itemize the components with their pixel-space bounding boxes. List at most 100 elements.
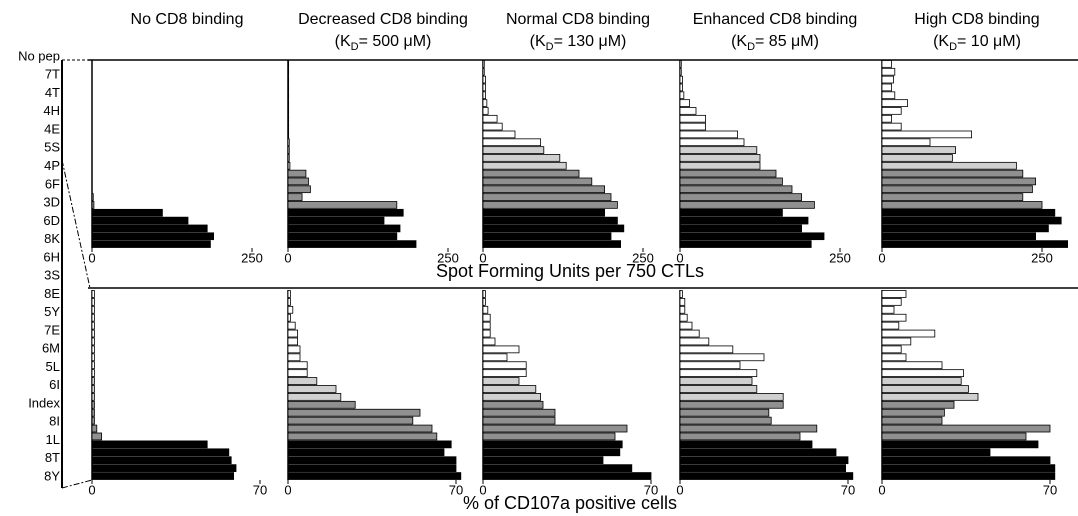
bar bbox=[482, 385, 537, 393]
bar bbox=[287, 99, 290, 107]
bar bbox=[91, 400, 95, 409]
bar bbox=[482, 83, 486, 92]
zoom-line bbox=[61, 479, 93, 489]
bar bbox=[91, 393, 95, 401]
column-title: Normal CD8 binding bbox=[506, 11, 650, 28]
bar bbox=[679, 393, 784, 401]
bar bbox=[881, 345, 902, 354]
bar bbox=[679, 240, 812, 248]
bar bbox=[91, 321, 95, 330]
subtitle-text: (K bbox=[933, 33, 949, 50]
row-label: 5Y bbox=[44, 304, 60, 319]
bar bbox=[287, 290, 291, 298]
x-tick-label: 0 bbox=[284, 250, 291, 265]
bar bbox=[881, 201, 1043, 209]
bar bbox=[679, 369, 758, 377]
bar bbox=[287, 154, 290, 162]
bar bbox=[679, 408, 770, 417]
row-label: 6F bbox=[45, 176, 60, 191]
bar bbox=[679, 416, 772, 425]
row-label: 3D bbox=[43, 195, 60, 210]
subtitle-text: (K bbox=[530, 33, 546, 50]
bar bbox=[482, 448, 621, 457]
bar bbox=[482, 432, 616, 441]
bar bbox=[679, 216, 809, 225]
zoom-line bbox=[61, 159, 91, 289]
bar bbox=[881, 321, 900, 330]
column-subtitle: (KD= 85 μM) bbox=[731, 33, 819, 53]
row-label: 6I bbox=[49, 377, 60, 392]
x-tick-label: 250 bbox=[241, 250, 263, 265]
bar bbox=[679, 224, 802, 233]
x-tick-label: 70 bbox=[253, 482, 267, 497]
bar bbox=[679, 185, 793, 194]
bar bbox=[881, 353, 907, 362]
bar bbox=[881, 472, 1056, 480]
bar bbox=[287, 456, 457, 465]
column-title: Enhanced CD8 binding bbox=[693, 11, 858, 28]
bar bbox=[881, 67, 896, 76]
bar bbox=[482, 216, 618, 225]
bar bbox=[679, 321, 693, 330]
row-label: 7E bbox=[44, 322, 60, 337]
bar bbox=[482, 353, 508, 362]
bar bbox=[679, 75, 683, 84]
bar bbox=[881, 154, 953, 162]
bar bbox=[287, 201, 398, 209]
bar bbox=[287, 169, 307, 178]
bar bbox=[482, 161, 567, 170]
bar bbox=[482, 329, 491, 338]
bar bbox=[91, 424, 98, 433]
bar bbox=[679, 232, 825, 241]
bar bbox=[287, 400, 356, 409]
x-tick-label: 250 bbox=[1031, 250, 1053, 265]
bar bbox=[881, 464, 1056, 472]
bar bbox=[287, 130, 290, 139]
bar bbox=[287, 361, 308, 370]
bar bbox=[679, 290, 683, 298]
x-tick-label: 250 bbox=[437, 250, 459, 265]
x-tick-label: 70 bbox=[841, 482, 855, 497]
bar bbox=[881, 60, 893, 68]
bar bbox=[482, 456, 604, 465]
subtitle-text: = 10 μM) bbox=[957, 33, 1021, 50]
subtitle-sub: D bbox=[351, 41, 359, 53]
bar bbox=[482, 305, 489, 314]
bar bbox=[91, 329, 95, 338]
x-tick-label: 250 bbox=[829, 250, 851, 265]
bar bbox=[881, 169, 1024, 178]
bar bbox=[287, 321, 296, 330]
bar bbox=[287, 298, 291, 306]
bar bbox=[287, 313, 291, 322]
bar bbox=[482, 400, 544, 409]
bar bbox=[679, 345, 734, 354]
bar bbox=[91, 472, 235, 480]
row-label: 4H bbox=[43, 103, 60, 118]
bar bbox=[881, 240, 1069, 248]
bar bbox=[287, 232, 398, 241]
bar bbox=[679, 146, 758, 154]
bar bbox=[287, 138, 290, 147]
bar bbox=[287, 114, 290, 123]
bar bbox=[287, 208, 404, 217]
bar bbox=[91, 377, 95, 385]
bar bbox=[287, 385, 337, 393]
bar bbox=[91, 298, 95, 306]
column-title: High CD8 binding bbox=[914, 11, 1039, 28]
bar bbox=[679, 385, 758, 393]
subtitle-sub: D bbox=[949, 41, 957, 53]
row-label: 8T bbox=[45, 450, 60, 465]
bar bbox=[881, 75, 894, 84]
bar bbox=[287, 472, 462, 480]
x-tick-label: 0 bbox=[878, 250, 885, 265]
bar bbox=[482, 290, 486, 298]
x-axis-title: % of CD107a positive cells bbox=[463, 493, 677, 513]
bar bbox=[91, 464, 237, 472]
bar bbox=[91, 305, 95, 314]
bar bbox=[482, 393, 541, 401]
x-tick-label: 0 bbox=[479, 482, 486, 497]
subtitle-sub: D bbox=[546, 41, 554, 53]
x-tick-label: 70 bbox=[644, 482, 658, 497]
bar bbox=[679, 353, 765, 362]
